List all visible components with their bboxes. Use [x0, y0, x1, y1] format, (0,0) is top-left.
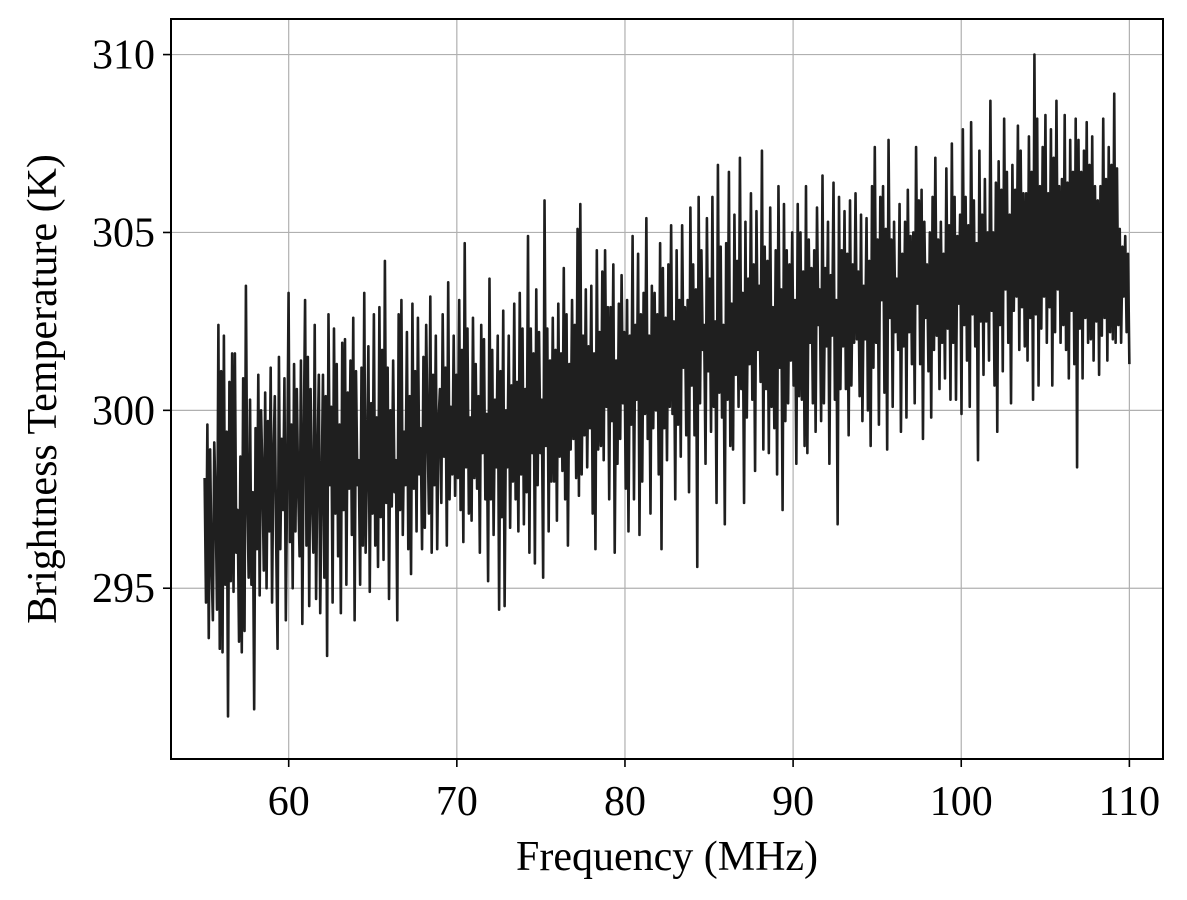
x-tick-label: 100	[930, 779, 993, 825]
y-tick-label: 310	[92, 33, 155, 79]
brightness-temperature-series	[203, 53, 1131, 718]
plot-frame	[170, 18, 1164, 760]
y-axis-title: Brightness Temperature (K)	[20, 154, 66, 624]
x-tick-label: 70	[436, 779, 478, 825]
x-tick-label: 80	[604, 779, 646, 825]
y-tick-label: 305	[92, 210, 155, 256]
x-axis-ticks: 60 70 80 90 100 110	[268, 759, 1160, 825]
y-tick-label: 300	[92, 388, 155, 434]
x-tick-label: 110	[1099, 779, 1160, 825]
x-tick-label: 60	[268, 779, 310, 825]
x-axis-title: Frequency (MHz)	[516, 834, 818, 880]
y-axis-ticks: 295 300 305 310	[92, 33, 171, 612]
y-tick-label: 295	[92, 566, 155, 612]
x-tick-label: 90	[772, 779, 814, 825]
